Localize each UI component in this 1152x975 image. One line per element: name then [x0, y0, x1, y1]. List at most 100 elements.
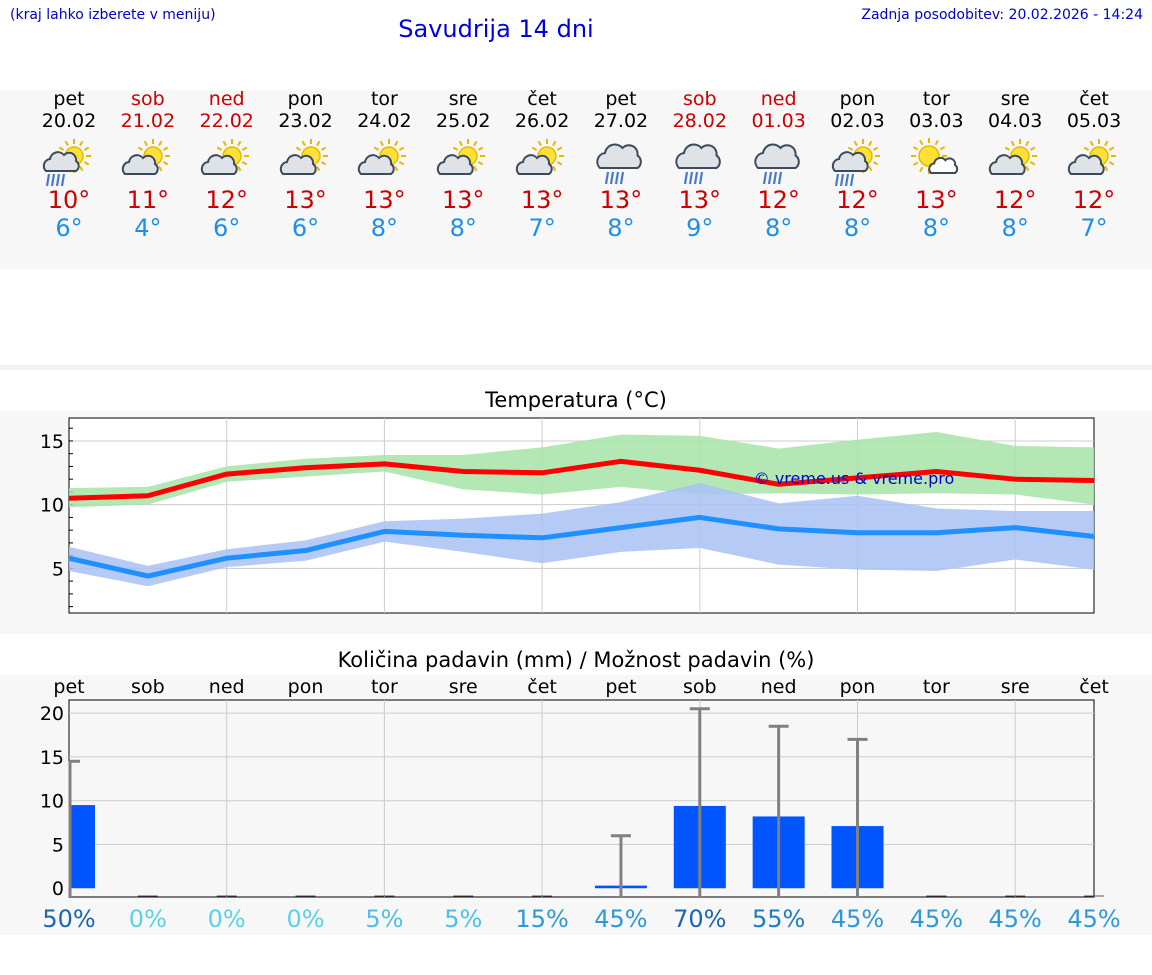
temp-max: 13° — [915, 186, 958, 214]
temp-max: 13° — [678, 186, 722, 214]
day-name: pet — [53, 88, 85, 110]
y-tick-label: 0 — [52, 878, 64, 900]
temp-max: 11° — [126, 186, 170, 214]
day-column: sob 28.02 13° 9° — [660, 88, 739, 242]
day-date: 25.02 — [436, 110, 491, 132]
temp-max: 12° — [1072, 186, 1116, 214]
page-title: Savudrija 14 dni — [398, 15, 594, 43]
cloud-rain-icon — [596, 143, 642, 185]
temp-min: 9° — [686, 214, 714, 242]
min-temp-line — [68, 514, 1095, 579]
location-hint: (kraj lahko izberete v meniju) — [10, 7, 216, 23]
day-column: pon 02.03 12° 8° — [818, 88, 897, 242]
temp-min: 8° — [922, 214, 950, 242]
y-tick-label: 5 — [52, 558, 64, 580]
forecast-strip — [0, 90, 1152, 269]
sun-cloud-icon — [279, 139, 328, 175]
day-label: sob — [131, 676, 165, 698]
day-name: sre — [448, 88, 478, 110]
temp-max: 12° — [757, 186, 800, 214]
sun-cloud-icon — [200, 139, 249, 175]
day-column: pet 27.02 13° 8° — [581, 88, 660, 242]
day-column: čet 26.02 13° 7° — [503, 88, 582, 242]
last-update: Zadnja posodobitev: 20.02.2026 - 14:24 — [861, 7, 1143, 23]
temp-max: 12° — [836, 186, 879, 214]
temp-min: 4° — [134, 214, 162, 242]
y-tick-label: 5 — [52, 834, 64, 856]
day-label: tor — [923, 676, 950, 698]
day-label: ned — [761, 676, 797, 698]
day-label: ned — [209, 676, 245, 698]
temp-min: 7° — [528, 214, 556, 242]
sun-cloud-icon — [358, 139, 407, 175]
temp-max: 12° — [993, 186, 1037, 214]
day-column: čet 05.03 12° 7° — [1055, 88, 1134, 242]
temp-min: 8° — [843, 214, 872, 242]
rain-probability: 45% — [1067, 905, 1120, 933]
temperature-title: Temperatura (°C) — [485, 388, 667, 412]
cloud-rain-icon — [675, 143, 721, 185]
rain-probability: 5% — [365, 905, 403, 933]
day-label: pon — [288, 676, 324, 698]
rain-probability: 55% — [752, 905, 805, 933]
rain-probability: 45% — [910, 905, 963, 933]
max-range-band — [69, 432, 1095, 508]
temp-min: 7° — [1080, 214, 1108, 242]
day-date: 05.03 — [1066, 110, 1122, 132]
day-date: 01.03 — [751, 110, 806, 132]
sun-cloud-rain-icon — [42, 139, 91, 186]
sun-cloud-icon — [121, 139, 170, 175]
rain-probability: 15% — [515, 905, 568, 933]
day-column: pon 23.02 13° 6° — [266, 88, 345, 242]
day-label: pon — [840, 676, 876, 698]
temp-max: 13° — [441, 186, 485, 214]
day-label: tor — [371, 676, 398, 698]
temp-min: 8° — [1001, 214, 1029, 242]
max-temp-line — [68, 458, 1095, 501]
temp-max: 13° — [363, 186, 406, 214]
day-name: čet — [1079, 88, 1109, 110]
sun-cloud-icon — [437, 139, 486, 175]
day-label: čet — [1079, 676, 1109, 698]
day-name: ned — [208, 88, 245, 110]
day-date: 27.02 — [593, 110, 649, 132]
y-tick-label: 20 — [40, 703, 64, 725]
day-date: 22.02 — [199, 110, 254, 132]
day-label: pet — [53, 676, 84, 698]
day-date: 21.02 — [120, 110, 176, 132]
day-label: sob — [683, 676, 717, 698]
y-tick-label: 15 — [40, 747, 64, 769]
day-name: ned — [760, 88, 797, 110]
day-name: pet — [605, 88, 637, 110]
sun-cloud-icon — [989, 139, 1038, 175]
temp-min: 6° — [291, 214, 320, 242]
rain-probability: 45% — [989, 905, 1042, 933]
y-tick-label: 10 — [40, 495, 64, 517]
day-name: sre — [1000, 88, 1030, 110]
watermark: © vreme.us & vreme.pro — [754, 469, 955, 488]
temp-max: 10° — [47, 186, 91, 214]
temp-max: 13° — [520, 186, 564, 214]
day-name: tor — [370, 88, 398, 110]
day-date: 20.02 — [41, 110, 97, 132]
day-name: pon — [287, 88, 324, 110]
temp-max: 13° — [284, 186, 327, 214]
y-tick-label: 15 — [40, 431, 64, 453]
temp-min: 8° — [607, 214, 635, 242]
day-label: čet — [527, 676, 557, 698]
sun-cloud-rain-icon — [831, 139, 880, 186]
day-date: 28.02 — [672, 110, 727, 132]
divider — [0, 365, 1152, 370]
sun-small-cloud-icon — [911, 138, 959, 174]
precipitation-chart: pet sob ned pon tor sre čet pet sob ned pon tor sre č… — [40, 676, 1121, 933]
day-name: tor — [922, 88, 950, 110]
temp-min: 8° — [765, 214, 793, 242]
y-tick-label: 10 — [40, 791, 64, 813]
temp-min: 6° — [55, 214, 83, 242]
day-column: tor 03.03 13° 8° — [897, 88, 976, 242]
day-label: pet — [605, 676, 636, 698]
rain-plot-area — [68, 699, 1095, 898]
day-name: pon — [839, 88, 876, 110]
day-column: pet 20.02 10° 6° — [30, 88, 109, 242]
day-date: 03.03 — [909, 110, 964, 132]
